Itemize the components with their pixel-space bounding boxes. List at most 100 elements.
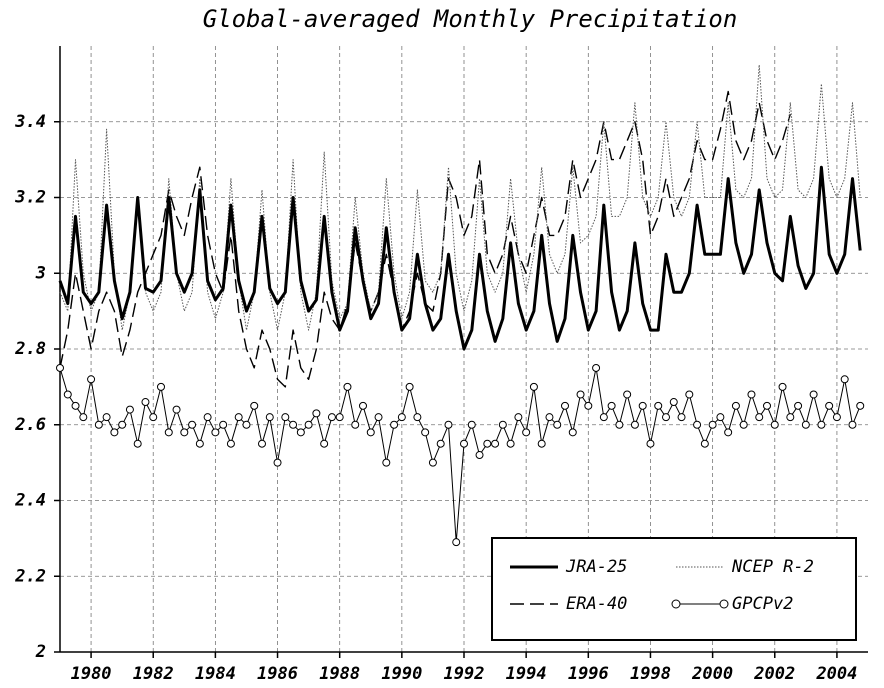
data-point bbox=[755, 413, 764, 422]
data-point bbox=[832, 413, 841, 422]
legend-label: ERA-40 bbox=[566, 594, 627, 614]
data-point bbox=[133, 439, 142, 448]
data-point bbox=[226, 439, 235, 448]
data-point bbox=[312, 409, 321, 418]
data-point bbox=[397, 413, 406, 422]
data-point bbox=[786, 413, 795, 422]
data-point bbox=[693, 420, 702, 429]
x-tick-label: 2002 bbox=[753, 664, 795, 684]
data-point bbox=[63, 390, 72, 399]
data-point bbox=[475, 451, 484, 460]
data-point bbox=[498, 420, 507, 429]
data-point bbox=[677, 413, 686, 422]
x-tick-label: 1996 bbox=[568, 664, 609, 684]
data-point bbox=[149, 413, 158, 422]
data-point bbox=[739, 420, 748, 429]
data-point bbox=[460, 439, 468, 448]
data-point bbox=[390, 420, 399, 429]
x-tick-label: 1992 bbox=[444, 664, 485, 684]
data-point bbox=[646, 439, 655, 448]
data-point bbox=[351, 420, 360, 429]
data-point bbox=[382, 458, 391, 467]
legend-label: JRA-25 bbox=[565, 557, 627, 577]
data-point bbox=[770, 420, 779, 429]
x-tick-label: 1994 bbox=[506, 664, 547, 684]
data-point bbox=[716, 413, 725, 422]
data-point bbox=[157, 382, 165, 391]
x-tick-label: 2000 bbox=[691, 664, 733, 684]
data-point bbox=[444, 420, 453, 429]
y-tick-label: 3.2 bbox=[14, 188, 46, 208]
data-point bbox=[219, 420, 228, 429]
data-point bbox=[141, 398, 150, 407]
data-point bbox=[258, 439, 266, 448]
series-line bbox=[58, 165, 862, 351]
data-point bbox=[102, 413, 111, 422]
data-point bbox=[685, 390, 694, 399]
y-tick-label: 2 bbox=[35, 642, 46, 662]
x-tick-label: 1984 bbox=[195, 664, 236, 684]
data-point bbox=[700, 439, 709, 448]
data-point bbox=[840, 375, 849, 384]
data-point bbox=[607, 401, 616, 410]
data-point bbox=[537, 439, 546, 448]
legend-label: NCEP R-2 bbox=[731, 557, 814, 577]
data-point bbox=[522, 428, 531, 437]
chart-title: Global-averaged Monthly Precipitation bbox=[203, 5, 738, 33]
data-point bbox=[568, 428, 577, 437]
data-point bbox=[630, 420, 639, 429]
x-tick-label: 2004 bbox=[815, 664, 857, 684]
data-point bbox=[250, 401, 259, 410]
data-point bbox=[801, 420, 810, 429]
data-point bbox=[343, 382, 352, 391]
data-point bbox=[273, 458, 282, 467]
y-tick-label: 2.8 bbox=[14, 339, 46, 359]
y-tick-label: 3.4 bbox=[14, 112, 46, 132]
series-line bbox=[59, 90, 791, 388]
data-point bbox=[320, 439, 329, 448]
x-tick-label: 1998 bbox=[630, 664, 671, 684]
legend-marker bbox=[671, 599, 681, 609]
data-point bbox=[195, 439, 204, 448]
y-tick-label: 3 bbox=[35, 263, 46, 283]
data-point bbox=[584, 401, 593, 410]
data-point bbox=[56, 363, 64, 372]
data-point bbox=[452, 538, 461, 547]
data-point bbox=[405, 382, 414, 391]
data-point bbox=[809, 390, 818, 399]
data-point bbox=[708, 420, 717, 429]
data-point bbox=[599, 413, 608, 422]
data-point bbox=[87, 375, 96, 384]
series-line bbox=[59, 367, 861, 543]
data-point bbox=[545, 413, 554, 422]
data-point bbox=[817, 420, 826, 429]
data-point bbox=[483, 439, 492, 448]
data-point bbox=[242, 420, 251, 429]
data-point bbox=[289, 420, 298, 429]
y-tick-label: 2.6 bbox=[14, 415, 46, 435]
x-tick-label: 1982 bbox=[133, 664, 174, 684]
x-tick-label: 1990 bbox=[381, 664, 422, 684]
data-point bbox=[125, 405, 134, 414]
data-point bbox=[110, 428, 119, 437]
data-point bbox=[203, 413, 212, 422]
data-point bbox=[561, 401, 569, 410]
legend-marker bbox=[719, 599, 729, 609]
data-point bbox=[79, 413, 88, 422]
x-tick-label: 1980 bbox=[71, 664, 112, 684]
data-point bbox=[514, 413, 523, 422]
data-point bbox=[615, 420, 624, 429]
data-point bbox=[118, 420, 127, 429]
data-point bbox=[529, 382, 538, 391]
data-point bbox=[71, 401, 80, 410]
x-tick-label: 1988 bbox=[319, 664, 360, 684]
legend-box bbox=[491, 537, 857, 641]
data-point bbox=[747, 390, 756, 399]
data-point bbox=[188, 420, 197, 429]
data-point bbox=[848, 420, 857, 429]
y-tick-label: 2.2 bbox=[14, 566, 46, 586]
data-point bbox=[436, 439, 445, 448]
data-point bbox=[164, 428, 173, 437]
data-point bbox=[94, 420, 103, 429]
